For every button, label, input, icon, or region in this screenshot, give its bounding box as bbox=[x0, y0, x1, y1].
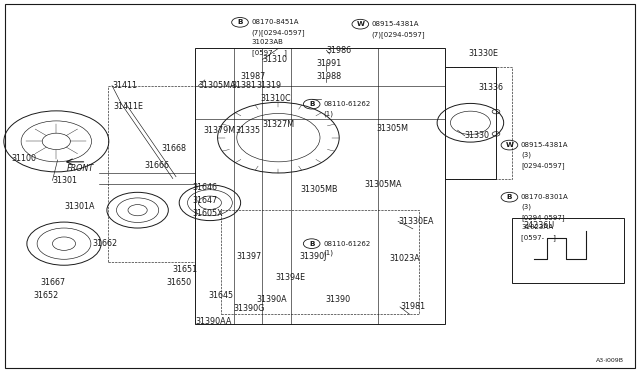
Text: 31310C: 31310C bbox=[260, 94, 291, 103]
Text: 31981: 31981 bbox=[400, 302, 425, 311]
Text: 31390AA: 31390AA bbox=[195, 317, 232, 326]
Text: 31666: 31666 bbox=[144, 161, 169, 170]
Text: 31390G: 31390G bbox=[234, 304, 265, 313]
Text: 31411E: 31411E bbox=[114, 102, 144, 110]
Text: A3·i009B: A3·i009B bbox=[596, 358, 624, 363]
Text: 31023A: 31023A bbox=[389, 254, 420, 263]
Text: [0597-    ]: [0597- ] bbox=[252, 49, 286, 56]
Text: [0294-0597]: [0294-0597] bbox=[521, 162, 564, 169]
Text: 31667: 31667 bbox=[40, 278, 65, 287]
Text: 31651: 31651 bbox=[173, 265, 198, 274]
Text: 31605X: 31605X bbox=[192, 209, 223, 218]
Text: W: W bbox=[506, 142, 513, 148]
Text: 31301A: 31301A bbox=[64, 202, 95, 211]
Text: B: B bbox=[309, 241, 314, 247]
Text: 24236U: 24236U bbox=[524, 221, 555, 230]
Text: 31381: 31381 bbox=[232, 81, 257, 90]
Text: 31319: 31319 bbox=[256, 81, 281, 90]
Text: 31330: 31330 bbox=[465, 131, 490, 140]
Text: 31305MA: 31305MA bbox=[365, 180, 403, 189]
Text: 08170-8301A: 08170-8301A bbox=[521, 194, 569, 200]
Text: 31394E: 31394E bbox=[275, 273, 305, 282]
Text: 31305M: 31305M bbox=[376, 124, 408, 133]
Text: 31100: 31100 bbox=[12, 154, 36, 163]
Text: 31652: 31652 bbox=[33, 291, 58, 300]
Text: 08915-4381A: 08915-4381A bbox=[521, 142, 568, 148]
Text: W: W bbox=[356, 21, 364, 27]
Text: [0597-    ]: [0597- ] bbox=[521, 234, 556, 241]
Text: 31310: 31310 bbox=[262, 55, 287, 64]
Text: 31330EA: 31330EA bbox=[398, 217, 433, 226]
Text: 31336: 31336 bbox=[479, 83, 504, 92]
Text: 31379M: 31379M bbox=[204, 126, 236, 135]
Text: 31390J: 31390J bbox=[300, 252, 327, 261]
Text: 31986: 31986 bbox=[326, 46, 351, 55]
Text: (1): (1) bbox=[323, 110, 333, 117]
Text: [0294-0597]: [0294-0597] bbox=[521, 214, 564, 221]
Text: 31987: 31987 bbox=[240, 72, 265, 81]
Text: 08110-61262: 08110-61262 bbox=[323, 101, 371, 107]
Text: 31305MB: 31305MB bbox=[301, 185, 339, 194]
Text: 31301: 31301 bbox=[52, 176, 77, 185]
Text: 31335: 31335 bbox=[236, 126, 260, 135]
Text: 31645: 31645 bbox=[208, 291, 233, 300]
Text: (1): (1) bbox=[323, 250, 333, 256]
Text: 31397: 31397 bbox=[237, 252, 262, 261]
Text: B: B bbox=[237, 19, 243, 25]
Text: (3): (3) bbox=[521, 152, 531, 158]
Text: (3): (3) bbox=[521, 204, 531, 211]
Text: 31991: 31991 bbox=[317, 59, 342, 68]
Text: 31668: 31668 bbox=[161, 144, 186, 153]
Text: 31662: 31662 bbox=[93, 239, 118, 248]
Text: 31646: 31646 bbox=[192, 183, 217, 192]
Text: 31411: 31411 bbox=[112, 81, 137, 90]
Text: 31330E: 31330E bbox=[468, 49, 499, 58]
Text: 31390A: 31390A bbox=[256, 295, 287, 304]
Text: 31327M: 31327M bbox=[262, 120, 294, 129]
Text: 08110-61262: 08110-61262 bbox=[323, 241, 371, 247]
Text: FRONT: FRONT bbox=[67, 164, 95, 173]
Text: 31023AA: 31023AA bbox=[521, 224, 553, 230]
Text: 31988: 31988 bbox=[317, 72, 342, 81]
Text: 31305MA: 31305MA bbox=[198, 81, 236, 90]
Text: 08915-4381A: 08915-4381A bbox=[372, 21, 419, 27]
Text: 31650: 31650 bbox=[166, 278, 191, 287]
Text: (7)[0294-0597]: (7)[0294-0597] bbox=[372, 31, 426, 38]
Text: B: B bbox=[507, 194, 512, 200]
Text: B: B bbox=[309, 101, 314, 107]
Text: 31647: 31647 bbox=[192, 196, 217, 205]
Text: 08170-8451A: 08170-8451A bbox=[252, 19, 299, 25]
Text: 31390: 31390 bbox=[325, 295, 350, 304]
Text: (7)[0294-0597]: (7)[0294-0597] bbox=[252, 29, 305, 36]
Text: 31023AB: 31023AB bbox=[252, 39, 284, 45]
